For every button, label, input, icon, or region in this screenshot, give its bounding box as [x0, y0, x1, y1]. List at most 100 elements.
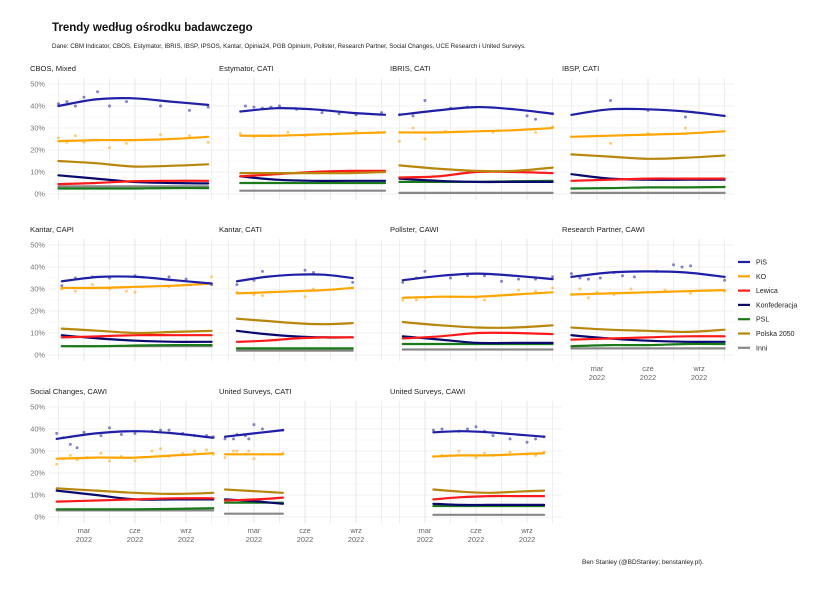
y-tick-label: 0%: [34, 190, 45, 199]
data-point: [184, 277, 188, 281]
trend-line-polska-2050: [223, 488, 284, 494]
trend-line-pis: [570, 270, 726, 278]
data-point: [534, 130, 538, 134]
y-tick-label: 10%: [30, 491, 45, 500]
data-point: [232, 449, 236, 453]
y-tick-label: 40%: [30, 263, 45, 272]
data-point: [483, 298, 487, 302]
facet-panel: Estymator, CATI: [219, 64, 391, 200]
data-point: [609, 141, 613, 145]
data-point: [159, 104, 163, 108]
data-point: [401, 280, 405, 284]
trend-line-pis: [401, 272, 554, 282]
data-point: [159, 447, 163, 451]
trend-line-ko: [401, 291, 554, 299]
trend-line-pis: [570, 107, 726, 117]
data-point: [465, 274, 469, 278]
data-point: [423, 137, 427, 141]
data-point: [411, 114, 415, 118]
data-point: [99, 434, 103, 438]
data-point: [534, 117, 538, 121]
trend-line-polska-2050: [60, 327, 213, 335]
trend-line-pis: [223, 429, 284, 438]
trend-line-ko: [398, 126, 554, 134]
data-point: [508, 450, 512, 454]
data-point: [68, 442, 72, 446]
data-point: [210, 275, 214, 279]
data-point: [247, 437, 251, 441]
x-tick-label: cze: [129, 526, 141, 535]
x-tick-year: 2022: [297, 535, 313, 544]
data-point: [286, 130, 290, 134]
data-point: [525, 114, 529, 118]
data-point: [465, 427, 469, 431]
x-tick-label: wrz: [349, 526, 362, 535]
legend-label: KO: [756, 274, 767, 281]
data-point: [683, 115, 687, 119]
data-point: [440, 427, 444, 431]
trend-line-ko: [570, 130, 726, 138]
data-point: [159, 428, 163, 432]
data-point: [723, 278, 727, 282]
data-point: [303, 295, 307, 299]
data-point: [551, 275, 555, 279]
facet-panel: Kantar, CATI: [219, 225, 391, 361]
data-point: [252, 105, 256, 109]
y-tick-label: 50%: [30, 80, 45, 89]
trend-line-lewica: [432, 494, 546, 501]
legend-label: Lewica: [756, 288, 778, 295]
data-point: [75, 446, 79, 450]
data-point: [260, 427, 264, 431]
data-point: [423, 99, 427, 102]
data-point: [96, 90, 100, 94]
x-tick-year: 2022: [246, 535, 262, 544]
data-point: [107, 459, 111, 463]
data-point: [187, 134, 191, 138]
y-tick-label: 50%: [30, 403, 45, 412]
trend-line-polska-2050: [570, 153, 726, 160]
data-point: [56, 136, 60, 140]
data-point: [414, 298, 418, 302]
trend-line-lewica: [55, 497, 215, 503]
data-point: [609, 99, 613, 102]
data-point: [204, 448, 208, 452]
chart-subtitle: Dane: CBM Indicator, CBOS, Estymator, IB…: [52, 43, 526, 50]
trend-line-konfederacja: [398, 177, 554, 184]
data-point: [689, 291, 693, 295]
y-tick-label: 20%: [30, 307, 45, 316]
data-point: [578, 287, 582, 291]
panel-title: Estymator, CATI: [219, 64, 274, 73]
y-tick-label: 50%: [30, 241, 45, 250]
data-point: [235, 283, 239, 287]
data-point: [193, 449, 197, 453]
y-tick-label: 20%: [30, 146, 45, 155]
data-point: [380, 111, 384, 115]
legend: PiS KO Lewica Konfederacja PSL Polska 2050 Inn…: [738, 260, 797, 352]
data-point: [55, 462, 59, 466]
panel-title: United Surveys, CATI: [219, 387, 291, 396]
y-tick-label: 10%: [30, 168, 45, 177]
trend-line-ko: [57, 135, 210, 143]
x-tick-year: 2022: [178, 535, 194, 544]
trend-line-pis: [235, 273, 354, 283]
x-tick-label: mar: [591, 364, 604, 373]
data-point: [107, 104, 111, 108]
facet-panel: United Surveys, CATImar2022cze2022wrz202…: [219, 387, 391, 544]
data-point: [632, 275, 636, 279]
data-point: [525, 440, 529, 444]
data-point: [457, 449, 461, 453]
chart-caption: Ben Stanley (@BDStanley; benstanley.pl).: [582, 559, 704, 566]
y-tick-label: 20%: [30, 469, 45, 478]
legend-label: PiS: [756, 260, 767, 267]
x-tick-year: 2022: [468, 535, 484, 544]
trend-line-ko: [235, 286, 354, 295]
data-point: [65, 100, 69, 104]
legend-label: Inni: [756, 345, 768, 352]
legend-label: PSL: [756, 317, 769, 324]
x-tick-label: wrz: [520, 526, 533, 535]
data-point: [534, 437, 538, 441]
panel-title: CBOS, Mixed: [30, 64, 76, 73]
data-point: [167, 275, 171, 279]
panel-title: Pollster, CAWI: [390, 225, 439, 234]
